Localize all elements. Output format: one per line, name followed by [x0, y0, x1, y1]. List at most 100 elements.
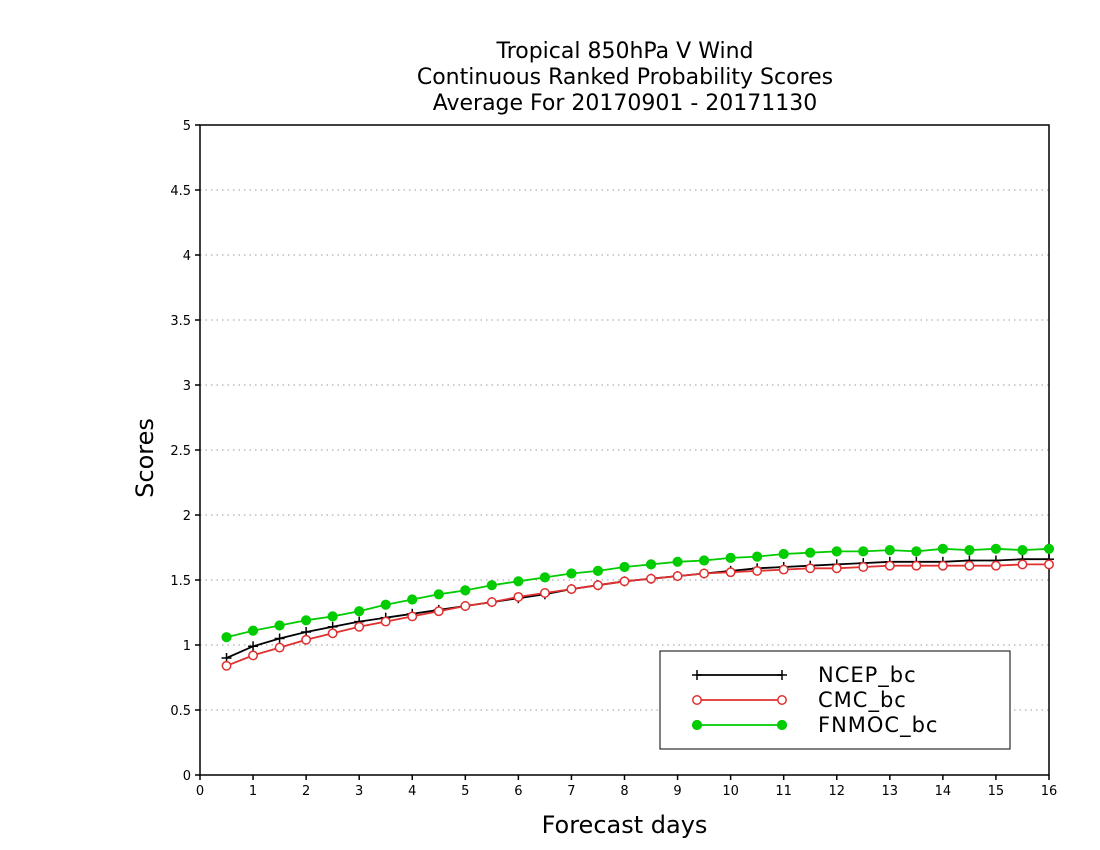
y-tick-label: 4 — [183, 249, 191, 264]
legend-entry: CMC_bc — [692, 688, 907, 713]
chart-title-line: Tropical 850hPa V Wind — [495, 39, 753, 64]
series-ncep-bc — [221, 554, 1054, 663]
x-tick-label: 9 — [673, 784, 681, 799]
x-tick-label: 5 — [461, 784, 469, 799]
x-tick-label: 7 — [567, 784, 575, 799]
x-tick-label: 8 — [620, 784, 628, 799]
data-point — [592, 565, 604, 577]
data-point — [645, 559, 657, 570]
data-point — [752, 565, 763, 576]
data-point — [805, 563, 816, 574]
data-point — [354, 621, 365, 632]
x-tick-label: 4 — [408, 784, 416, 799]
data-point — [937, 543, 948, 554]
data-point — [301, 634, 312, 645]
data-point — [884, 545, 895, 556]
data-point — [1017, 545, 1028, 556]
data-point — [380, 599, 391, 610]
data-point — [831, 546, 842, 557]
data-point — [698, 555, 710, 566]
x-tick-label: 16 — [1041, 784, 1058, 799]
y-axis-label: Scores — [131, 418, 159, 498]
x-tick-label: 14 — [935, 784, 952, 799]
data-point — [513, 591, 524, 602]
series-fnmoc-bc — [221, 543, 1055, 643]
data-point — [274, 633, 285, 644]
data-point — [725, 552, 736, 564]
y-tick-label: 1 — [183, 639, 191, 654]
data-point — [593, 580, 603, 591]
data-point — [672, 556, 683, 567]
data-point — [354, 606, 365, 617]
legend-marker — [692, 670, 702, 680]
y-tick-label: 0 — [183, 769, 191, 784]
legend-entry: FNMOC_bc — [691, 713, 938, 738]
series-cmc-bc — [221, 559, 1054, 671]
y-tick-label: 1.5 — [170, 574, 191, 589]
data-point — [858, 546, 869, 557]
data-point — [301, 615, 312, 626]
data-point — [248, 641, 259, 652]
grid-lines — [200, 189, 1049, 711]
legend-entry: NCEP_bc — [692, 663, 916, 688]
x-tick-label: 15 — [988, 784, 1005, 799]
data-point — [646, 573, 656, 584]
data-point — [274, 620, 285, 631]
data-point — [937, 560, 948, 571]
data-point — [247, 625, 259, 636]
y-tick-label: 0.5 — [170, 704, 191, 719]
data-point — [911, 546, 922, 557]
data-point — [805, 547, 816, 558]
x-tick-label: 10 — [722, 784, 739, 799]
data-point — [274, 642, 285, 653]
data-point — [407, 611, 418, 622]
x-tick-label: 1 — [249, 784, 257, 799]
x-tick-label: 12 — [828, 784, 845, 799]
legend-marker — [777, 695, 787, 705]
x-tick-label: 6 — [514, 784, 522, 799]
x-axis-label: Forecast days — [542, 811, 708, 839]
data-point — [327, 628, 338, 639]
data-point — [672, 571, 683, 582]
data-point — [460, 601, 471, 611]
data-point — [752, 551, 763, 562]
legend-marker — [691, 719, 703, 731]
data-point — [725, 567, 736, 578]
series-line — [226, 558, 1049, 659]
data-point — [619, 561, 630, 573]
data-point — [221, 660, 232, 671]
data-point — [619, 576, 630, 587]
data-point — [831, 563, 842, 574]
data-point — [539, 588, 550, 598]
data-point — [460, 585, 471, 596]
x-tick-label: 2 — [302, 784, 310, 799]
data-point — [486, 580, 497, 591]
data-point — [486, 597, 497, 608]
data-point — [858, 562, 869, 572]
data-point — [566, 568, 577, 579]
data-point — [221, 632, 232, 643]
data-point — [539, 572, 551, 583]
x-tick-label: 3 — [355, 784, 363, 799]
data-point — [248, 650, 259, 661]
data-point — [911, 560, 922, 571]
series-group — [221, 543, 1055, 671]
data-point — [513, 576, 524, 587]
y-tick-label: 3 — [183, 379, 191, 394]
data-point — [778, 564, 789, 575]
data-point — [433, 589, 444, 600]
y-tick-label: 5 — [183, 119, 191, 134]
legend-label: FNMOC_bc — [818, 713, 938, 738]
y-tick-label: 3.5 — [170, 314, 191, 329]
legend-marker — [777, 670, 787, 680]
legend-marker — [776, 719, 788, 731]
data-point — [566, 584, 577, 595]
data-point — [778, 548, 789, 560]
data-point — [1043, 543, 1055, 554]
y-tick-label: 2.5 — [170, 444, 191, 459]
legend-label: CMC_bc — [818, 688, 907, 713]
data-point — [990, 560, 1001, 571]
